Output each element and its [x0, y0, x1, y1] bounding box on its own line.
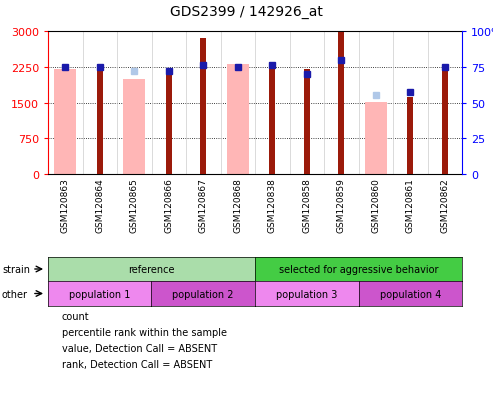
Text: rank, Detection Call = ABSENT: rank, Detection Call = ABSENT: [62, 359, 212, 369]
Text: percentile rank within the sample: percentile rank within the sample: [62, 327, 227, 337]
Text: count: count: [62, 311, 90, 321]
Bar: [442, 70, 448, 175]
Bar: [338, 33, 344, 175]
Text: population 3: population 3: [276, 289, 337, 299]
Text: other: other: [2, 289, 28, 299]
Text: reference: reference: [128, 264, 175, 274]
Bar: [54, 70, 76, 175]
Text: population 2: population 2: [173, 289, 234, 299]
Text: strain: strain: [2, 264, 30, 274]
Bar: [227, 65, 249, 175]
Bar: [166, 70, 172, 175]
Bar: [364, 102, 387, 175]
Text: GDS2399 / 142926_at: GDS2399 / 142926_at: [170, 5, 323, 19]
Text: selected for aggressive behavior: selected for aggressive behavior: [279, 264, 438, 274]
Bar: [304, 70, 310, 175]
Bar: [269, 63, 276, 175]
Bar: [407, 97, 413, 175]
Bar: [200, 39, 207, 175]
Text: population 1: population 1: [69, 289, 131, 299]
Bar: [97, 65, 103, 175]
Bar: [123, 79, 145, 175]
Text: value, Detection Call = ABSENT: value, Detection Call = ABSENT: [62, 343, 217, 353]
Text: population 4: population 4: [380, 289, 441, 299]
